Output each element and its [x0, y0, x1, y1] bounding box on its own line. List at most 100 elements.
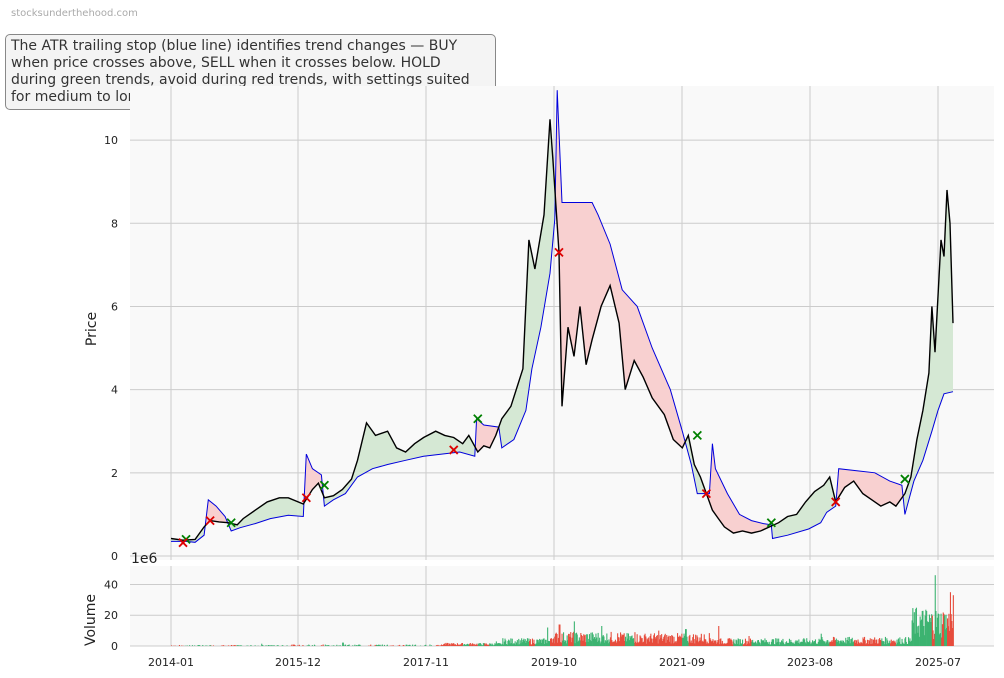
volume-bar: [936, 617, 938, 646]
volume-bar: [690, 642, 692, 646]
volume-bar: [928, 621, 930, 646]
volume-bar: [861, 642, 863, 646]
volume-bar: [563, 641, 565, 646]
volume-bar: [490, 643, 492, 646]
volume-bar: [788, 638, 790, 646]
volume-bar: [619, 641, 621, 646]
volume-bar: [474, 643, 476, 646]
volume-bar: [918, 636, 920, 646]
volume-bar: [313, 644, 315, 646]
x-tick-label: 2023-08: [787, 656, 833, 669]
volume-bar: [647, 639, 649, 646]
volume-bar: [530, 644, 532, 646]
volume-bar: [355, 645, 357, 646]
volume-bar: [850, 639, 852, 646]
volume-bar: [750, 640, 752, 646]
volume-bar: [906, 644, 908, 646]
volume-bar: [548, 641, 550, 646]
volume-bar: [651, 638, 653, 646]
volume-bar: [814, 641, 816, 646]
volume-bar: [679, 636, 681, 646]
volume-bar: [614, 641, 616, 646]
volume-bar: [543, 638, 545, 646]
volume-bar: [744, 638, 746, 646]
volume-bar: [796, 640, 798, 646]
volume-bar: [688, 636, 690, 646]
volume-bar: [678, 637, 680, 646]
volume-bar: [606, 633, 608, 646]
volume-bar: [464, 644, 466, 646]
sell-signal-marker: [301, 493, 311, 503]
volume-bar: [375, 645, 377, 646]
volume-bar: [922, 610, 924, 646]
volume-bar: [929, 618, 931, 646]
volume-bar: [181, 645, 183, 646]
volume-bar: [441, 645, 443, 646]
volume-bar: [198, 645, 200, 646]
volume-bar: [267, 645, 269, 646]
volume-bar: [848, 636, 850, 646]
volume-bar: [502, 638, 504, 646]
volume-bar: [408, 644, 410, 646]
volume-bar: [592, 634, 594, 646]
volume-bar: [212, 645, 214, 646]
atr-stop-line: [171, 90, 954, 543]
price-tick-label: 0: [111, 550, 118, 563]
volume-bar: [314, 645, 316, 646]
volume-bar: [869, 638, 871, 646]
volume-bar: [941, 624, 943, 646]
volume-bar: [756, 644, 758, 646]
volume-bar: [202, 645, 204, 646]
volume-bar: [567, 640, 569, 646]
volume-bar: [801, 642, 803, 646]
trend-fills: [171, 90, 953, 543]
volume-bar: [448, 645, 450, 646]
volume-bar: [698, 640, 700, 646]
volume-bar: [797, 643, 799, 646]
volume-bar: [923, 626, 925, 646]
volume-bar: [612, 642, 614, 646]
volume-bar: [412, 644, 414, 646]
volume-bar: [939, 634, 941, 646]
volume-bar: [892, 640, 894, 646]
sell-signal-marker: [701, 488, 712, 499]
volume-bar: [752, 639, 754, 646]
volume-bar: [778, 638, 780, 646]
volume-bar: [231, 645, 233, 646]
volume-bar: [879, 638, 881, 646]
volume-bar: [716, 642, 718, 646]
volume-bar: [559, 624, 561, 646]
volume-bar: [572, 632, 574, 646]
volume-bar: [469, 643, 471, 646]
volume-bar: [415, 644, 417, 646]
volume-bar: [703, 642, 705, 646]
volume-bar: [733, 639, 735, 646]
volume-bar: [770, 641, 772, 646]
volume-bar: [595, 633, 597, 646]
buy-signal-marker: [181, 534, 191, 544]
volume-bar: [830, 641, 832, 646]
volume-bar: [482, 643, 484, 646]
volume-bar: [628, 640, 630, 646]
volume-bar: [513, 643, 515, 646]
x-ticks: 2014-01 2015-12 2017-11 2019-10 2021-09 2023-…: [148, 656, 961, 669]
volume-bar: [700, 640, 702, 646]
volume-bar: [741, 643, 743, 646]
volume-bar: [234, 645, 236, 646]
volume-bar: [608, 639, 610, 646]
volume-bar: [574, 643, 576, 646]
volume-bar: [759, 642, 761, 646]
volume-bar: [795, 640, 797, 646]
volume-bar: [694, 643, 696, 646]
volume-bar: [822, 640, 824, 646]
volume-bar: [584, 634, 586, 646]
volume-bar: [871, 643, 873, 646]
volume-bar: [339, 645, 341, 646]
volume-bar: [690, 640, 692, 646]
volume-bar: [503, 644, 505, 646]
volume-bar: [442, 645, 444, 646]
volume-bar: [236, 645, 238, 646]
volume-bar: [321, 645, 323, 646]
volume-bar: [674, 642, 676, 646]
volume-bar: [658, 630, 660, 646]
